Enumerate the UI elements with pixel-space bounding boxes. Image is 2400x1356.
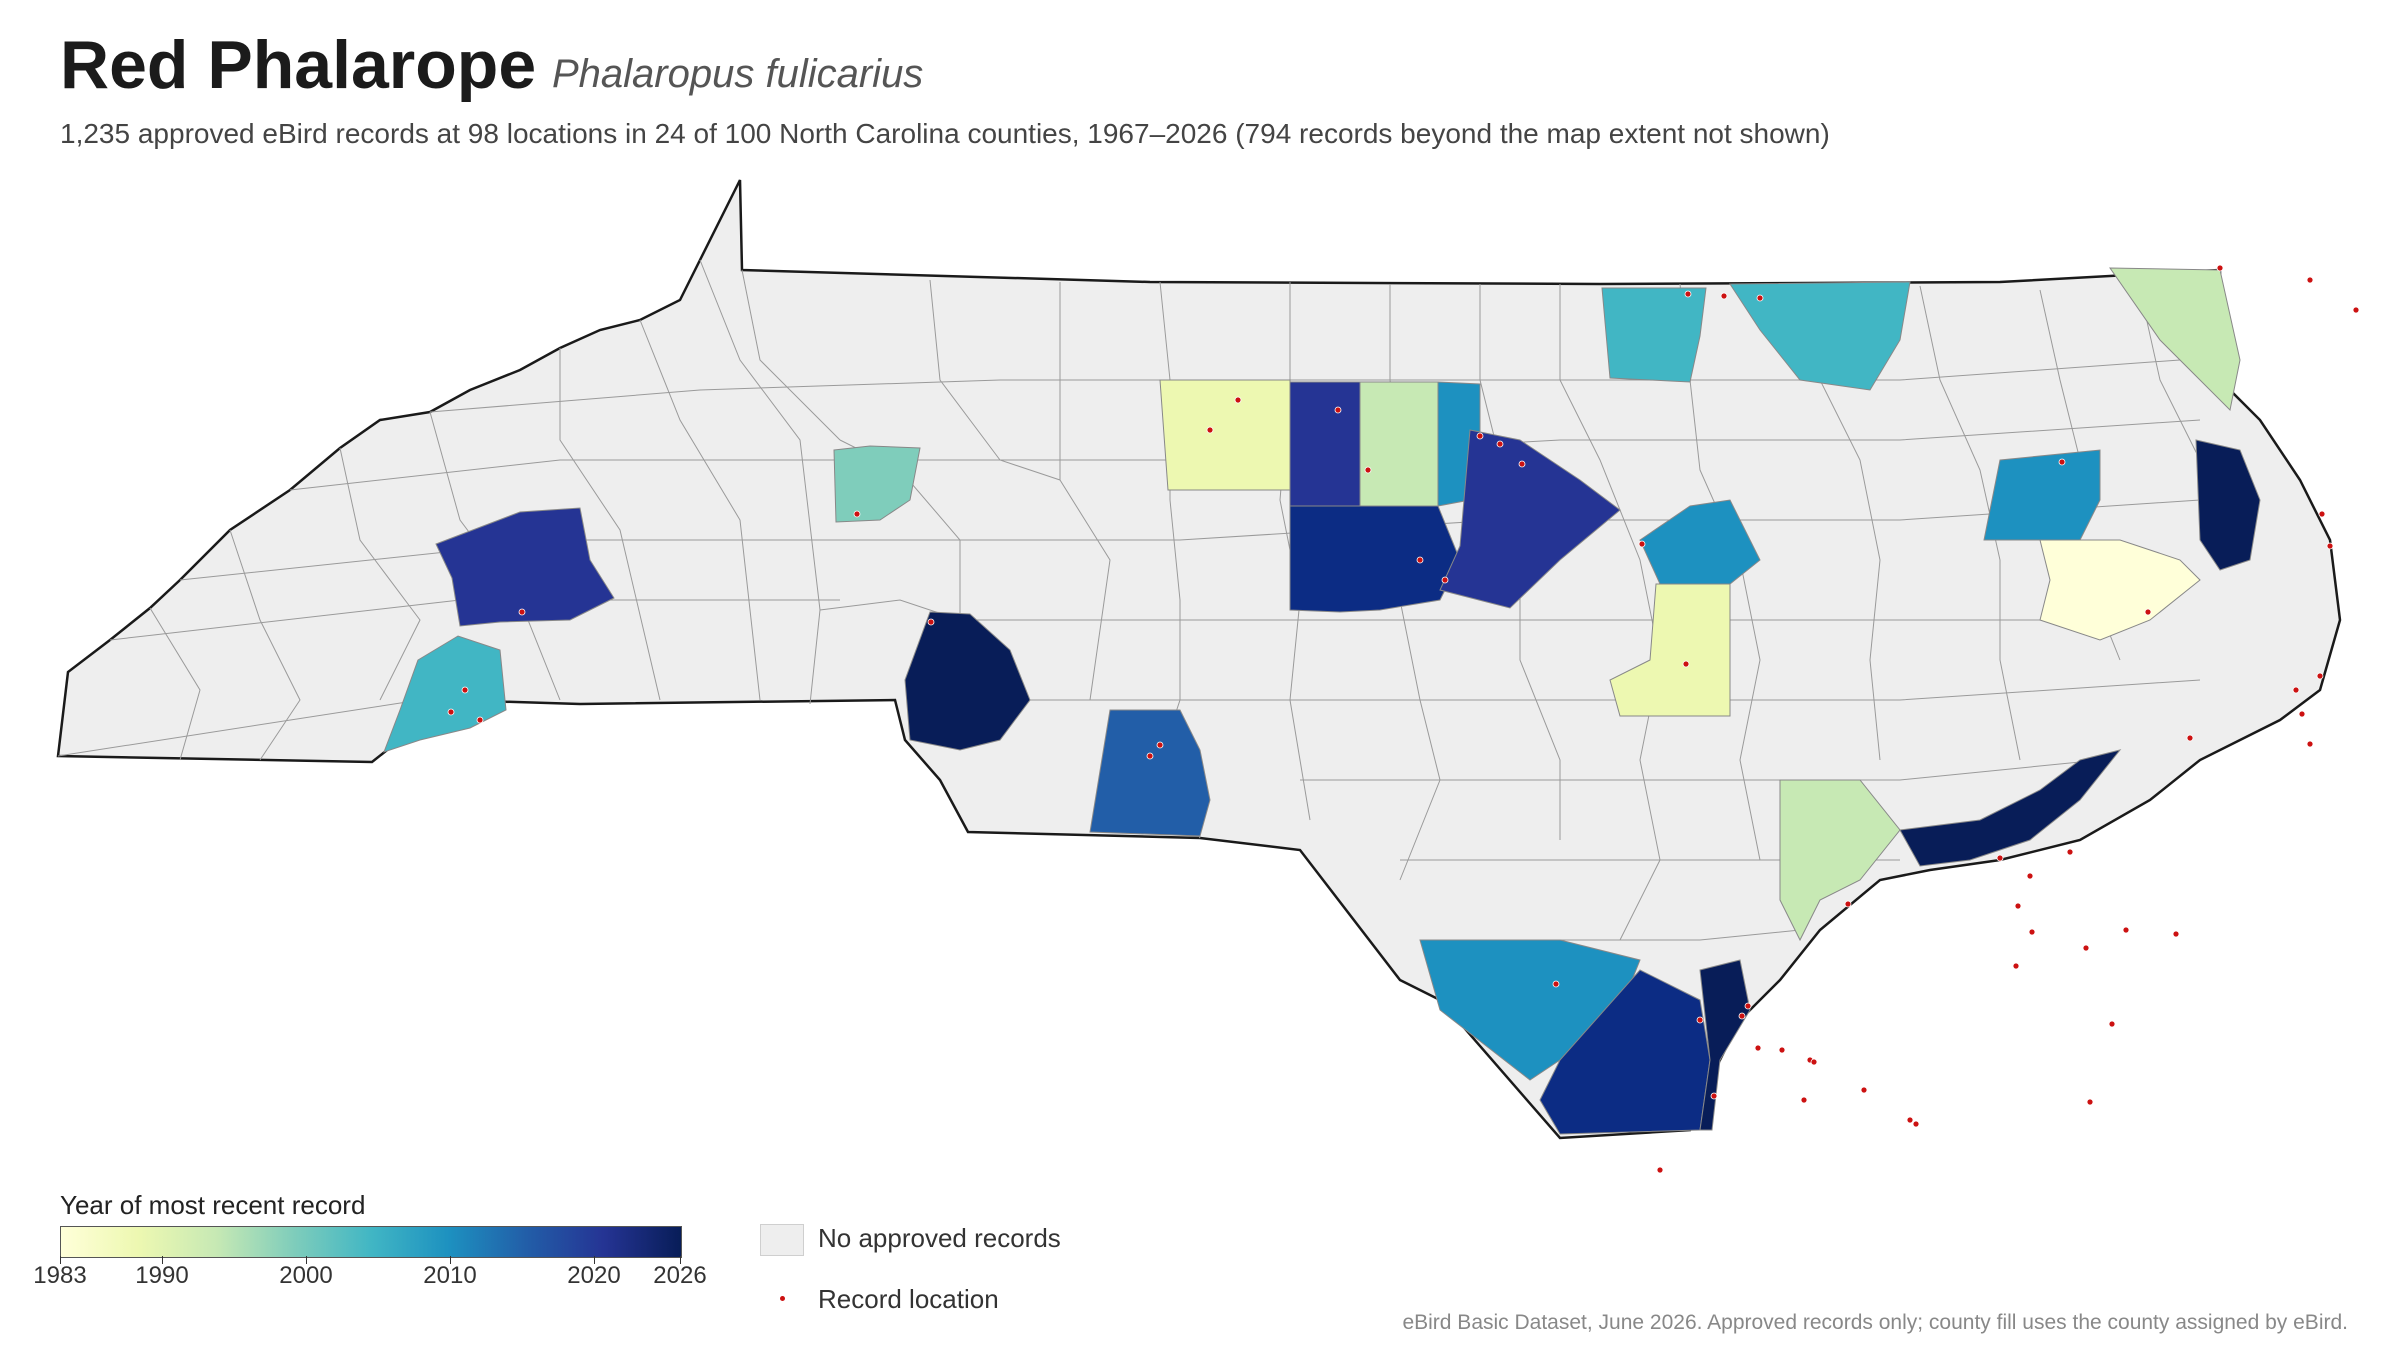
legend-tick-1983: 1983 (33, 1262, 87, 1289)
scientific-name: Phalaropus fulicarius (552, 52, 924, 96)
source-footnote: eBird Basic Dataset, June 2026. Approved… (1402, 1311, 2348, 1334)
colored-counties (383, 267, 2261, 1135)
county-fill-warren-area (1729, 281, 1911, 391)
county-fill-haywood-area (435, 507, 615, 627)
county-fill-yadkin-area (833, 445, 921, 523)
legend-tick-mark (450, 1256, 451, 1264)
county-fill-durham-area (1439, 429, 1621, 609)
legend-tick-1990: 1990 (135, 1262, 189, 1289)
county-fill-carteret-area (1899, 749, 2122, 867)
no-records-label: No approved records (818, 1223, 1061, 1253)
county-fill-rockingham-area (1289, 381, 1361, 507)
legend-tick-2010: 2010 (423, 1262, 477, 1289)
legend-tick-2020: 2020 (567, 1262, 621, 1289)
record-location-label: Record location (818, 1284, 999, 1314)
county-fill-caswell-area (1359, 381, 1439, 507)
county-fill-johnston-area (1609, 583, 1731, 717)
legend-title: Year of most recent record (60, 1190, 366, 1220)
map-title: Red Phalarope (60, 27, 537, 103)
county-fill-vance-area (1601, 287, 1707, 383)
county-fill-jackson-area (383, 635, 507, 753)
legend-tick-mark (680, 1256, 681, 1264)
county-fill-bertie-area (1983, 449, 2101, 541)
legend-tick-mark (306, 1256, 307, 1264)
county-fill-pender-area (1779, 779, 1901, 942)
legend-tick-2026: 2026 (653, 1262, 707, 1289)
county-fill-cabarrus-area (904, 611, 1031, 751)
no-records-swatch (760, 1224, 804, 1256)
year-color-scale (60, 1226, 682, 1258)
record-locations (447, 264, 2360, 1174)
map-subtitle: 1,235 approved eBird records at 98 locat… (60, 118, 1830, 149)
county-fill-dare-area (2195, 439, 2261, 571)
county-fill-anson-area (1089, 709, 1211, 837)
legend-tick-mark (594, 1256, 595, 1264)
record-location-swatch (780, 1296, 785, 1301)
county-fill-guilford-area (1289, 505, 1461, 613)
legend-tick-mark (60, 1256, 61, 1264)
legend-tick-2000: 2000 (279, 1262, 333, 1289)
legend-tick-mark (162, 1256, 163, 1264)
county-fill-beaufort-area (2039, 539, 2201, 641)
county-fill-stokes-area (1159, 379, 1291, 491)
